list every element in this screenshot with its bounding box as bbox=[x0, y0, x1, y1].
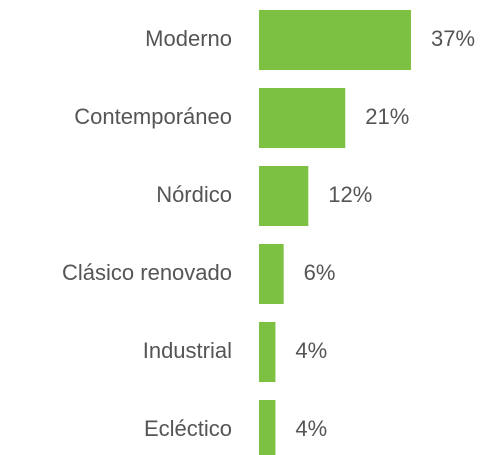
bar bbox=[259, 400, 276, 455]
bar bbox=[259, 166, 309, 226]
category-label: Contemporáneo bbox=[74, 104, 232, 129]
bar bbox=[259, 244, 284, 304]
value-label: 12% bbox=[328, 182, 372, 207]
bar bbox=[259, 322, 276, 382]
bar bbox=[259, 10, 411, 70]
value-label: 4% bbox=[295, 416, 327, 441]
bar bbox=[259, 88, 346, 148]
value-label: 21% bbox=[365, 104, 409, 129]
category-label: Industrial bbox=[143, 338, 232, 363]
value-label: 6% bbox=[304, 260, 336, 285]
category-label: Clásico renovado bbox=[62, 260, 232, 285]
value-label: 4% bbox=[295, 338, 327, 363]
category-label: Moderno bbox=[145, 26, 232, 51]
category-label: Nórdico bbox=[156, 182, 232, 207]
category-label: Ecléctico bbox=[144, 416, 232, 441]
value-label: 37% bbox=[431, 26, 475, 51]
